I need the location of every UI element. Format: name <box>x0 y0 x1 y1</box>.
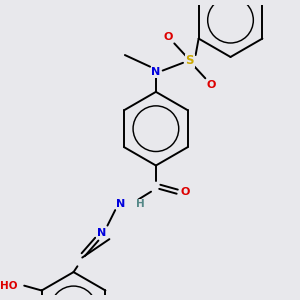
Text: S: S <box>186 54 194 68</box>
Text: O: O <box>180 187 190 197</box>
Text: N: N <box>97 228 106 238</box>
Text: H: H <box>136 199 145 209</box>
Text: O: O <box>206 80 216 90</box>
Text: N: N <box>116 199 126 209</box>
Text: O: O <box>164 32 173 42</box>
Text: HO: HO <box>0 281 17 291</box>
Text: N: N <box>151 68 160 77</box>
